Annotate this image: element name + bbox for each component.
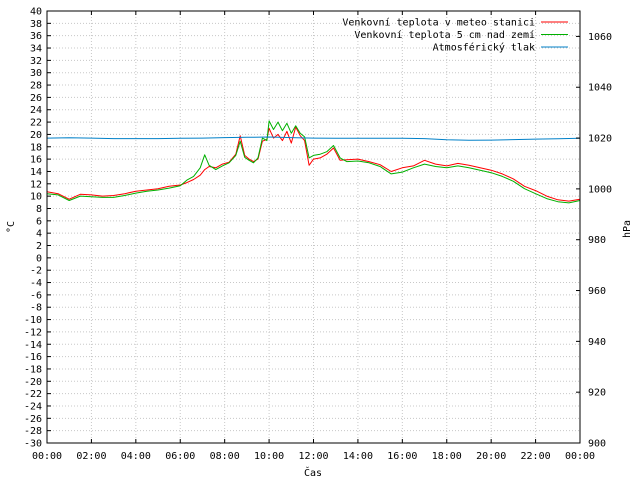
y-tick-label: 8 xyxy=(36,204,42,215)
y-tick-label: 0 xyxy=(36,253,42,264)
y-tick-label: 20 xyxy=(30,130,42,141)
y2-tick-label: 1000 xyxy=(588,184,612,195)
y-tick-label: 4 xyxy=(36,229,42,240)
y-tick-label: -22 xyxy=(24,389,42,400)
y-tick-label: -16 xyxy=(24,352,42,363)
y2-tick-label: 980 xyxy=(588,235,606,246)
y-tick-label: 10 xyxy=(30,192,42,203)
y-tick-label: 22 xyxy=(30,118,42,129)
y2-tick-label: 960 xyxy=(588,286,606,297)
right-axis: 1060 1040 1020 1000 980 960 940 920 900 xyxy=(576,32,612,450)
x-tick-label: 12:00 xyxy=(298,451,328,462)
x-tick-label: 10:00 xyxy=(254,451,284,462)
y-tick-label: -30 xyxy=(24,439,42,450)
series-line-1 xyxy=(46,126,581,202)
x-tick-label: 08:00 xyxy=(210,451,240,462)
y-tick-label: 16 xyxy=(30,155,42,166)
bottom-axis: 00:00 02:00 04:00 06:00 08:00 10:00 12:00 14:00… xyxy=(32,11,595,462)
y-axis-label: °C xyxy=(6,221,17,233)
y-tick-label: 24 xyxy=(30,105,42,116)
y-tick-label: -14 xyxy=(24,340,42,351)
legend-label: Venkovní teplota 5 cm nad zemí xyxy=(354,29,535,41)
y-tick-label: -12 xyxy=(24,327,42,338)
x-tick-label: 04:00 xyxy=(121,451,151,462)
y-tick-label: 26 xyxy=(30,93,42,104)
legend: Venkovní teplota v meteo staniciVenkovní… xyxy=(342,17,568,54)
series-lines xyxy=(46,120,581,204)
y2-axis-label: hPa xyxy=(622,220,633,238)
legend-label: Atmosférický tlak xyxy=(433,42,535,54)
y-tick-label: -8 xyxy=(30,303,42,314)
x-axis-label: Čas xyxy=(304,466,322,479)
x-tick-label: 14:00 xyxy=(343,451,373,462)
y-tick-label: 14 xyxy=(30,167,42,178)
y-tick-label: -24 xyxy=(24,401,42,412)
y-tick-label: -4 xyxy=(30,278,42,289)
x-tick-label: 18:00 xyxy=(432,451,462,462)
y-tick-label: -18 xyxy=(24,364,42,375)
grid xyxy=(47,11,580,443)
y-tick-label: -20 xyxy=(24,377,42,388)
x-tick-label: 16:00 xyxy=(387,451,417,462)
y-tick-label: 38 xyxy=(30,19,42,30)
left-axis: 4038363432302826242220181614121086420-2-… xyxy=(24,7,51,450)
y-tick-label: 36 xyxy=(30,31,42,42)
y-tick-label: 28 xyxy=(30,81,42,92)
series-line-2 xyxy=(46,120,581,204)
y-tick-label: 40 xyxy=(30,7,42,18)
y-tick-label: -2 xyxy=(30,266,42,277)
y2-tick-label: 1060 xyxy=(588,32,612,43)
y-tick-label: -26 xyxy=(24,414,42,425)
legend-label: Venkovní teplota v meteo stanici xyxy=(342,17,535,29)
y2-tick-label: 900 xyxy=(588,439,606,450)
series-line-3 xyxy=(46,136,581,141)
y-tick-label: 6 xyxy=(36,216,42,227)
x-tick-label: 20:00 xyxy=(476,451,506,462)
y-tick-label: 18 xyxy=(30,142,42,153)
y-tick-label: 2 xyxy=(36,241,42,252)
y-tick-label: 34 xyxy=(30,44,42,55)
x-tick-label: 06:00 xyxy=(165,451,195,462)
x-tick-label: 00:00 xyxy=(565,451,595,462)
y2-tick-label: 1020 xyxy=(588,134,612,145)
y2-tick-label: 940 xyxy=(588,337,606,348)
y-tick-label: -6 xyxy=(30,290,42,301)
y-tick-label: 32 xyxy=(30,56,42,67)
x-tick-label: 22:00 xyxy=(521,451,551,462)
x-tick-label: 02:00 xyxy=(76,451,106,462)
y-tick-label: -28 xyxy=(24,426,42,437)
y-tick-label: 12 xyxy=(30,179,42,190)
x-tick-label: 00:00 xyxy=(32,451,62,462)
y-tick-label: 30 xyxy=(30,68,42,79)
y-tick-label: -10 xyxy=(24,315,42,326)
y2-tick-label: 1040 xyxy=(588,83,612,94)
y2-tick-label: 920 xyxy=(588,388,606,399)
